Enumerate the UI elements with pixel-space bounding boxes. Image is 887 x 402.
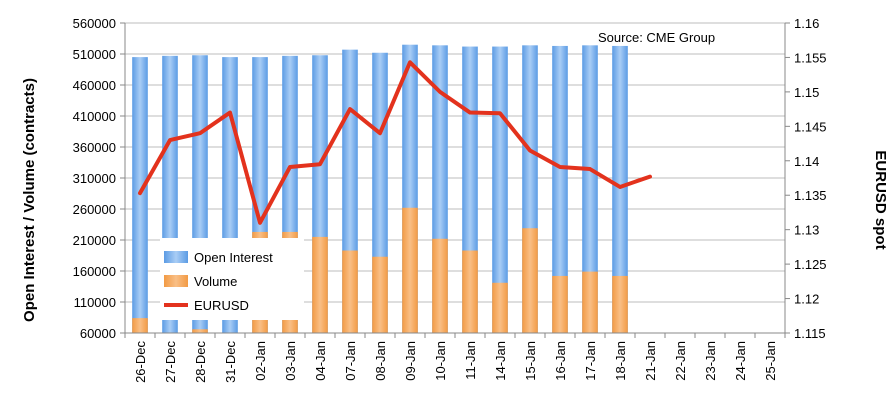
left-tick-label: 160000 [73,264,116,279]
volume-bar [432,238,448,333]
left-tick-label: 260000 [73,202,116,217]
right-tick-label: 1.145 [794,119,827,134]
source-note: Source: CME Group [598,30,715,45]
x-tick-label: 18-Jan [613,341,628,381]
volume-bar [132,318,148,333]
x-tick-label: 27-Dec [163,341,178,383]
right-tick-label: 1.115 [794,326,826,341]
left-tick-label: 360000 [73,140,116,155]
volume-bar [612,275,628,333]
x-tick-label: 25-Jan [763,341,778,381]
left-tick-label: 560000 [73,16,116,31]
volume-bar [582,271,598,333]
right-tick-label: 1.125 [794,257,827,272]
x-tick-label: 11-Jan [463,341,478,380]
x-tick-label: 22-Jan [673,341,688,381]
x-tick-label: 17-Jan [583,341,598,381]
eurusd-line [138,60,652,225]
axes: 60000 110000 160000 210000 260000 310000 36000… [73,16,827,383]
eurusd-line [138,60,652,225]
x-tick-label: 15-Jan [523,341,538,381]
x-tick-label: 08-Jan [373,341,388,381]
legend: Open Interest Volume EURUSD [160,238,304,320]
x-tick-label: 14-Jan [493,341,508,381]
left-tick-label: 210000 [73,233,116,248]
volume-bar [312,236,328,333]
volume-bar [342,250,358,333]
right-tick-label: 1.15 [794,85,819,100]
x-tick-label: 16-Jan [553,341,568,381]
x-tick-label: 07-Jan [343,341,358,381]
legend-swatch-open-interest [164,251,188,263]
left-tick-label: 510000 [73,47,116,62]
left-tick-label: 110000 [74,295,116,310]
legend-label-volume: Volume [194,274,237,289]
left-tick-label: 460000 [73,78,116,93]
x-tick-label: 03-Jan [283,341,298,381]
left-tick-label: 310000 [73,171,116,186]
right-tick-label: 1.16 [794,16,819,31]
open-interest-bar [582,45,598,333]
right-tick-label: 1.155 [794,50,827,65]
volume-bar [402,207,418,333]
x-tick-label: 28-Dec [193,341,208,383]
x-tick-label: 04-Jan [313,341,328,381]
open-interest-bar [612,45,628,333]
x-tick-label: 10-Jan [433,341,448,381]
volume-bar [552,275,568,333]
x-tick-label: 09-Jan [403,341,418,381]
volume-bar [522,228,538,333]
left-tick-label: 410000 [73,109,116,124]
volume-bar [372,256,388,333]
open-interest-bar [552,45,568,333]
volume-bar [192,329,208,333]
x-tick-label: 21-Jan [643,341,658,381]
legend-label-open-interest: Open Interest [194,250,273,265]
right-tick-label: 1.12 [794,292,819,307]
x-tick-label: 26-Dec [133,341,148,383]
x-tick-label: 31-Dec [223,341,238,383]
right-tick-label: 1.13 [794,223,819,238]
left-tick-label: 60000 [80,326,116,341]
left-axis-title: Open Interest / Volume (contracts) [21,78,38,322]
x-tick-label: 02-Jan [253,341,268,381]
right-tick-label: 1.14 [794,154,819,169]
legend-swatch-volume [164,275,188,287]
right-axis-title: EURUSD spot [872,150,887,249]
volume-bar [492,282,508,333]
legend-label-eurusd: EURUSD [194,298,249,313]
x-tick-label: 23-Jan [703,341,718,381]
x-tick-label: 24-Jan [733,341,748,381]
right-tick-label: 1.135 [794,188,827,203]
volume-bar [462,250,478,333]
